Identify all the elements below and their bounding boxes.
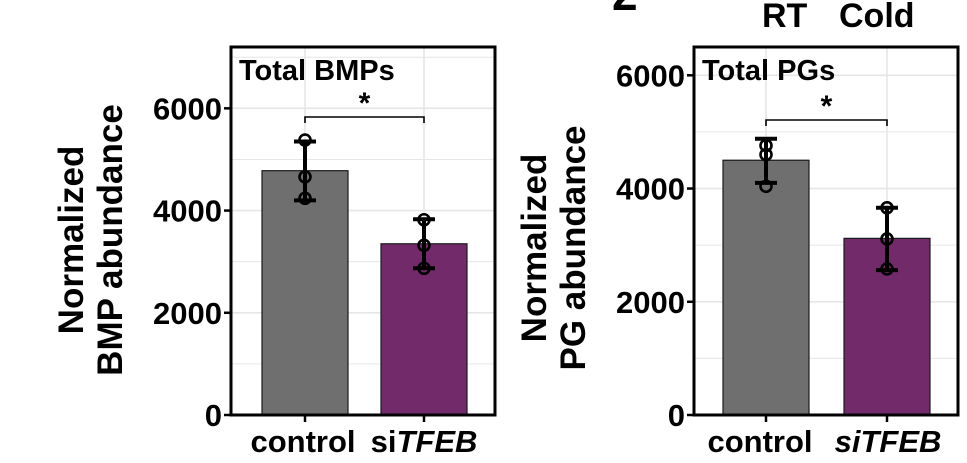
bmp-data-point-control	[298, 133, 312, 147]
bmp-data-point-control	[298, 191, 312, 206]
pg-category-label-control: control	[707, 424, 812, 459]
bmp-ytick-label: 2000	[153, 296, 222, 331]
bmp-ytick-label: 6000	[153, 91, 222, 126]
bmp-ytick-label: 0	[205, 398, 222, 433]
bmp-category-label-italic: TFEB	[396, 424, 477, 459]
pg-ytick-label: 2000	[616, 285, 685, 320]
bmp-category-label-plain: si	[371, 424, 397, 459]
pg-plot-frame	[692, 45, 960, 417]
condition-label-rt: RT	[762, 0, 808, 35]
bmp-chart: *Total BMPs 0 2000 4000 6000 control siTFEB Nor…	[52, 45, 497, 459]
bmp-significance-bracket	[304, 116, 425, 123]
bmp-ytick-label: 4000	[153, 194, 222, 229]
pg-category-label-plain: control	[707, 424, 812, 459]
pg-ytick-label: 0	[668, 398, 685, 433]
pg-ytick-label: 6000	[616, 58, 685, 93]
condition-label-cold: Cold	[839, 0, 915, 35]
bmp-data-point-siTFEB	[417, 261, 431, 276]
pg-data-point-control	[759, 179, 773, 194]
pg-panel-title: Total PGs	[702, 55, 835, 87]
bmp-significance-label: *	[359, 87, 371, 120]
bmp-category-label-plain: control	[250, 424, 355, 459]
bmp-panel-title: Total BMPs	[239, 55, 395, 87]
pg-y-axis-title-line: PG abundance	[554, 125, 593, 370]
pg-y-axis-title-line: Normalized	[515, 154, 554, 343]
bmp-plot-frame	[229, 45, 497, 417]
pg-significance-bracket	[765, 119, 888, 126]
pg-ytick-label: 4000	[616, 172, 685, 207]
bmp-data-point-control	[298, 170, 312, 184]
bmp-data-point-siTFEB	[417, 212, 431, 227]
pg-data-point-siTFEB	[880, 200, 894, 215]
bmp-bar-control	[261, 170, 349, 416]
bmp-bar-siTFEB	[380, 243, 468, 416]
bmp-y-axis-title-line: Normalized	[52, 146, 91, 335]
pg-category-label-siTFEB: siTFEB	[835, 424, 942, 459]
pg-significance-label: *	[821, 90, 833, 123]
bmp-y-axis-title-line: BMP abundance	[91, 104, 130, 376]
pg-category-label-italic: siTFEB	[835, 424, 942, 459]
bmp-category-label-control: control	[250, 424, 355, 459]
bmp-data-point-siTFEB	[417, 238, 431, 253]
pg-data-point-control	[759, 147, 773, 162]
pg-bar-control	[722, 159, 810, 416]
pg-data-point-siTFEB	[880, 262, 894, 276]
pg-chart: *Total PGs 0 2000 4000 6000 control siTFEB Norm…	[515, 45, 960, 459]
pg-data-point-control	[759, 138, 773, 153]
pg-data-point-siTFEB	[880, 232, 894, 246]
bmp-category-label-siTFEB: siTFEB	[371, 424, 478, 459]
panel-letter-fragment: 2	[612, 0, 638, 20]
